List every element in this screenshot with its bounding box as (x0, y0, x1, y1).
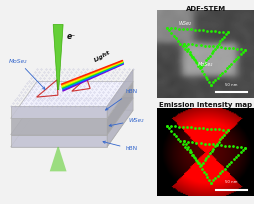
Polygon shape (11, 135, 107, 147)
Polygon shape (11, 98, 133, 135)
Polygon shape (107, 82, 133, 135)
Text: hBN: hBN (105, 89, 137, 110)
Text: e⁻: e⁻ (66, 32, 75, 41)
Text: MoSe₂: MoSe₂ (197, 62, 213, 67)
Text: hBN: hBN (103, 141, 137, 151)
Text: Emission Intensity map: Emission Intensity map (159, 102, 251, 108)
Polygon shape (11, 110, 133, 147)
Polygon shape (11, 118, 107, 135)
Polygon shape (107, 98, 133, 147)
Polygon shape (53, 24, 63, 90)
Polygon shape (11, 82, 133, 118)
Text: 50 nm: 50 nm (224, 82, 237, 86)
Polygon shape (107, 69, 133, 118)
Text: Light: Light (93, 50, 111, 63)
Polygon shape (11, 106, 107, 118)
Text: 50 nm: 50 nm (224, 180, 237, 184)
Text: WSe₂: WSe₂ (178, 21, 191, 26)
Text: ADF-STEM: ADF-STEM (185, 6, 225, 12)
Polygon shape (50, 147, 66, 171)
Text: MoSe₂: MoSe₂ (9, 59, 45, 89)
Text: WSe₂: WSe₂ (109, 118, 144, 126)
